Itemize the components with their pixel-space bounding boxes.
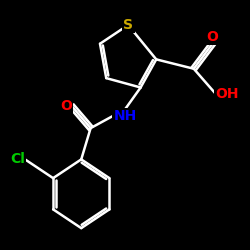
Text: NH: NH — [114, 110, 136, 123]
Text: OH: OH — [216, 87, 239, 101]
Text: O: O — [60, 99, 72, 113]
Text: S: S — [123, 18, 133, 32]
Text: Cl: Cl — [10, 152, 25, 166]
Text: O: O — [206, 30, 218, 44]
